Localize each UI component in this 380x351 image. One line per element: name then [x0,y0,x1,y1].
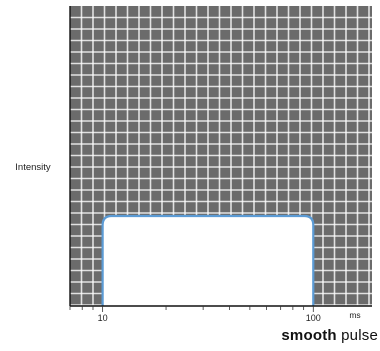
pulse-area [102,216,314,306]
caption-bold: smooth [281,327,337,344]
x-unit-label: ms [349,310,360,320]
pulse-outline [101,214,315,306]
x-minor-ticks [69,306,314,312]
y-axis-label: Intensity [15,162,51,173]
pulse-caption: smooth pulse [281,327,378,344]
pulse-layer [101,214,315,306]
x-tick-labels: 10 100 [98,313,321,323]
x-tick-label: 10 [98,313,108,323]
x-tick-label: 100 [306,313,321,323]
caption-rest: pulse [341,327,378,344]
